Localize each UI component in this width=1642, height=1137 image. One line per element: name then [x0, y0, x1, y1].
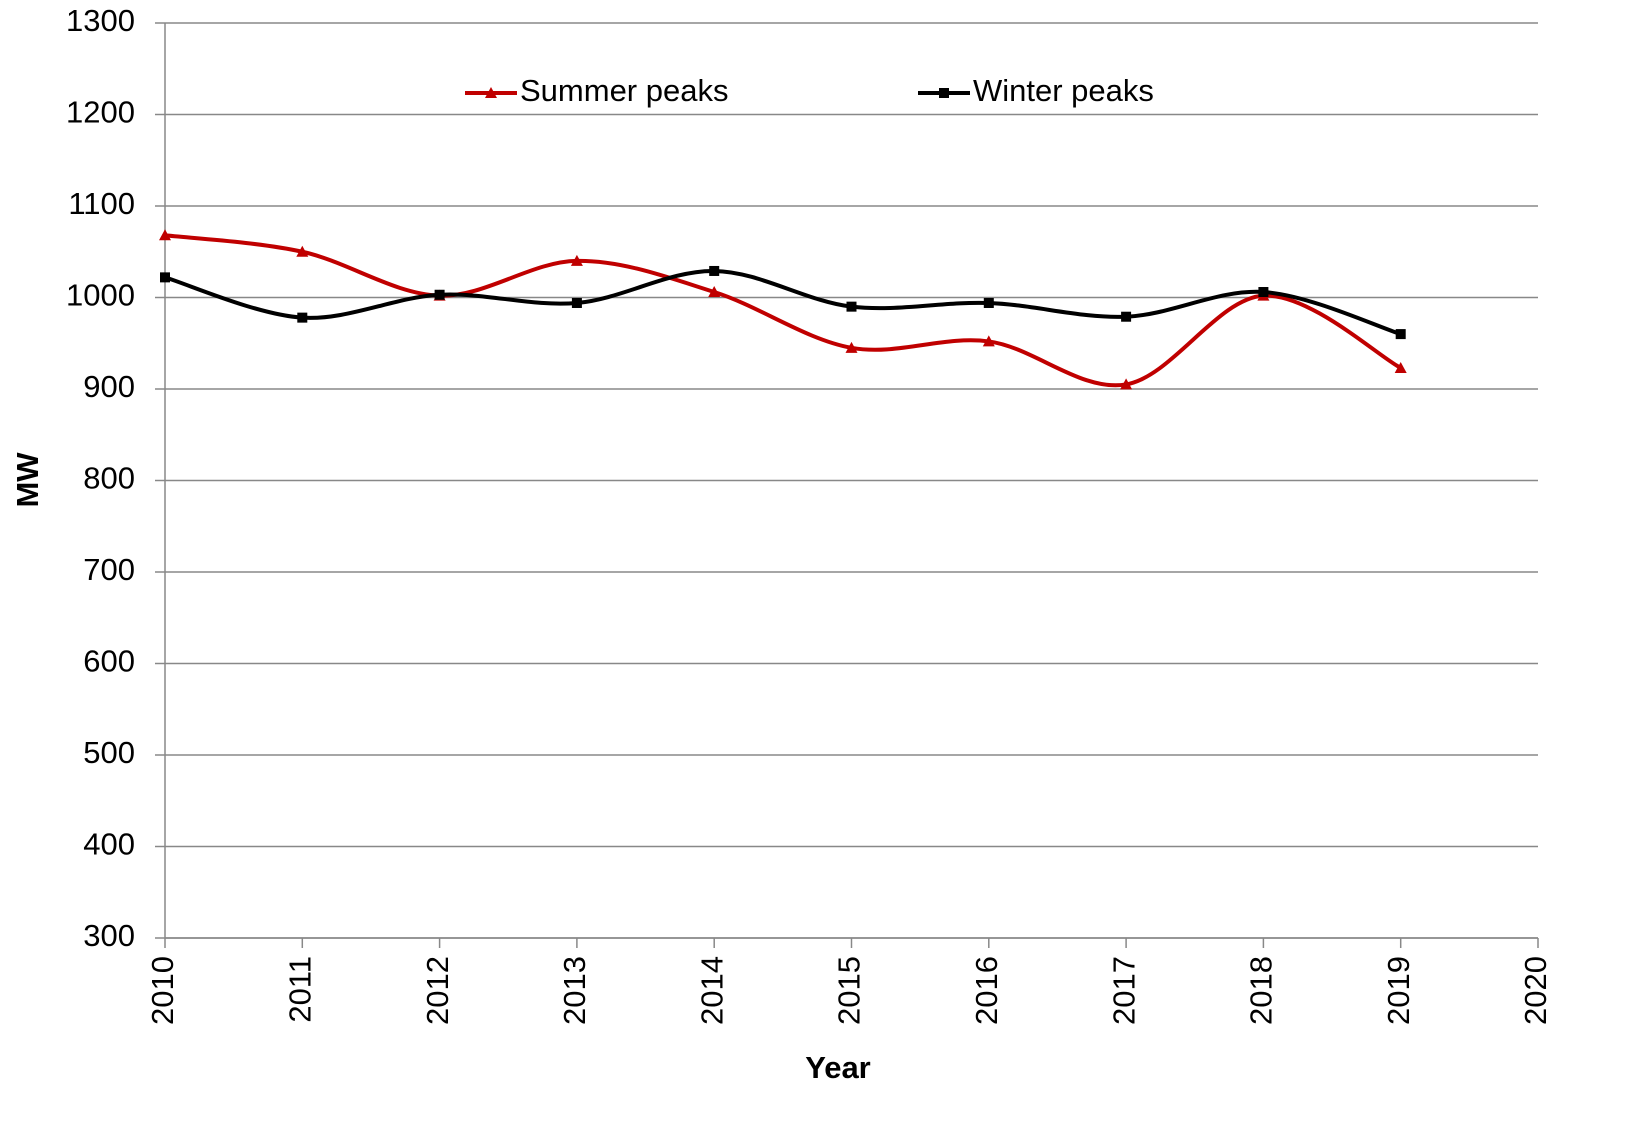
marker [708, 286, 721, 298]
y-tick-label: 500 [83, 735, 135, 770]
x-tick-label: 2015 [832, 956, 867, 1025]
marker [160, 272, 170, 283]
marker [982, 335, 995, 347]
x-tick-label: 2018 [1244, 956, 1279, 1025]
y-tick-label: 400 [83, 827, 135, 862]
series-line [164, 233, 1402, 388]
y-tick-label: 700 [83, 552, 135, 587]
marker [1394, 361, 1407, 373]
y-axis-label: MW [10, 452, 45, 508]
legend-marker [485, 87, 497, 98]
x-tick-label: 2012 [420, 956, 455, 1025]
marker [434, 289, 445, 300]
x-tick-label: 2010 [145, 956, 180, 1025]
y-tick-label: 1300 [66, 3, 135, 38]
y-tick-label: 900 [83, 369, 135, 404]
x-tick-label: 2011 [282, 956, 317, 1023]
y-tick-label: 1100 [68, 186, 135, 221]
marker [1258, 287, 1269, 298]
x-tick-label: 2016 [969, 956, 1004, 1025]
y-tick-label: 300 [83, 918, 135, 953]
marker [297, 312, 308, 323]
marker [845, 341, 858, 353]
marker [571, 297, 582, 308]
legend-label: Winter peaks [973, 73, 1154, 108]
y-tick-label: 1000 [66, 278, 135, 313]
marker [159, 229, 171, 241]
y-tick-label: 800 [83, 461, 135, 496]
marker [983, 297, 994, 308]
series-line [164, 268, 1402, 337]
marker [1120, 378, 1133, 390]
y-tick-label: 600 [83, 644, 135, 679]
x-tick-label: 2017 [1106, 956, 1141, 1025]
x-axis-label: Year [805, 1050, 871, 1085]
legend-marker [939, 88, 949, 98]
marker [1395, 329, 1406, 340]
marker [1121, 311, 1132, 322]
x-tick-label: 2014 [694, 956, 729, 1025]
x-tick-label: 2020 [1518, 956, 1553, 1025]
marker [709, 265, 720, 276]
legend-label: Summer peaks [520, 73, 728, 108]
x-tick-label: 2013 [557, 956, 592, 1025]
marker [846, 301, 857, 312]
marker [296, 245, 309, 257]
marker [570, 254, 583, 266]
y-tick-label: 1200 [66, 95, 135, 130]
x-tick-label: 2019 [1381, 956, 1416, 1025]
